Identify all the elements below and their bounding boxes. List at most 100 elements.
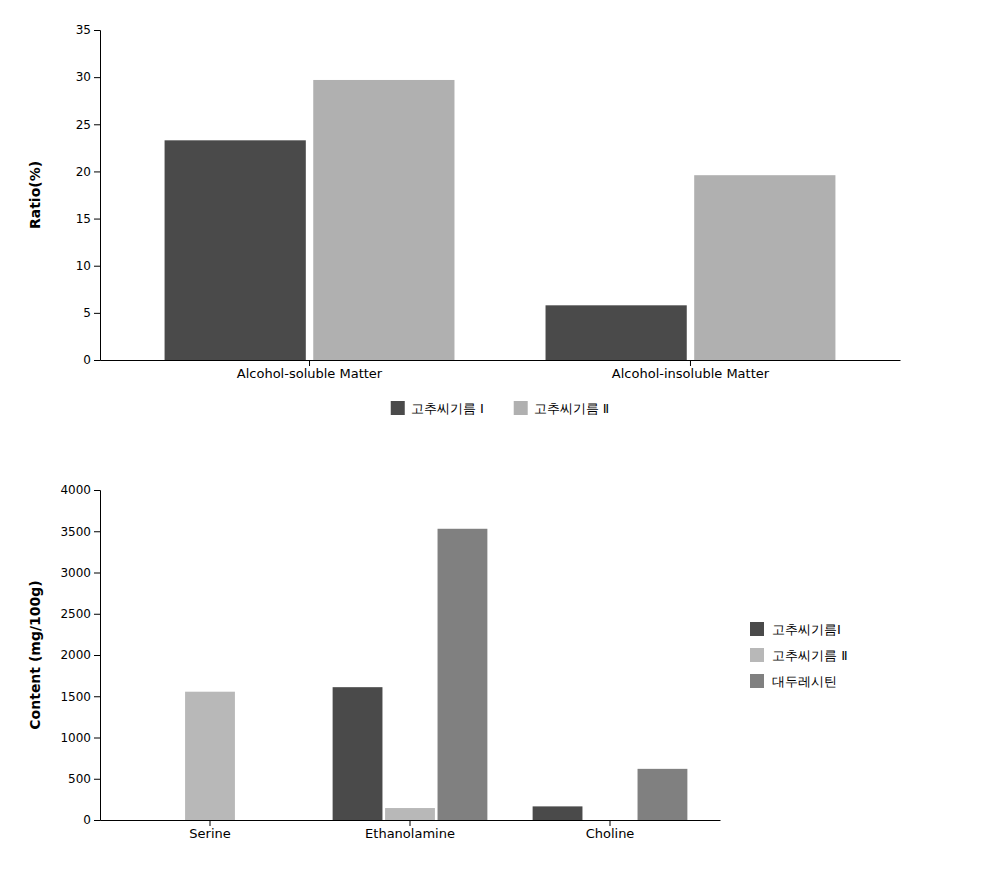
- legend-item: 대두레시틴: [750, 674, 837, 689]
- tick-label: Ethanolamine: [365, 826, 455, 841]
- tick-mark: [94, 779, 100, 780]
- y-tick: 5: [83, 306, 100, 320]
- axis-domain: [94, 31, 101, 361]
- y-tick: 0: [83, 353, 100, 367]
- axis-domain: [101, 360, 901, 361]
- tick-label: 0: [83, 353, 91, 367]
- x-tick: Ethanolamine: [365, 820, 455, 841]
- bar: [333, 687, 383, 820]
- bars: [165, 80, 836, 360]
- y-axis: 0 5 10 15 20 25 30 35: [76, 23, 101, 367]
- tick-mark: [94, 171, 100, 172]
- chart: 0 500 1000 1500 2000 2500 3000 3500 4000 Serine Et…: [27, 483, 848, 841]
- x-axis: Alcohol-soluble Matter Alcohol-insoluble …: [101, 360, 901, 381]
- bar: [546, 305, 687, 360]
- tick-mark: [94, 738, 100, 739]
- tick-label: 1500: [60, 690, 91, 704]
- bar: [438, 529, 488, 820]
- y-tick: 2000: [60, 648, 100, 662]
- tick-mark: [94, 266, 100, 267]
- y-tick: 500: [68, 772, 100, 786]
- tick-label: 35: [76, 23, 91, 37]
- tick-mark: [210, 820, 211, 826]
- legend-item: 고추씨기름 Ⅰ: [391, 401, 484, 416]
- tick-label: Alcohol-soluble Matter: [237, 366, 383, 381]
- tick-label: 0: [83, 813, 91, 827]
- tick-mark: [94, 820, 100, 821]
- tick-mark: [94, 30, 100, 31]
- bar: [165, 140, 306, 360]
- bar-series: [438, 529, 688, 820]
- tick-label: 25: [76, 118, 91, 132]
- legend-label: 고추씨기름 Ⅰ: [411, 401, 484, 416]
- legend-swatch: [750, 674, 764, 688]
- x-axis: Serine Ethanolamine Choline: [101, 820, 721, 841]
- tick-label: 20: [76, 165, 91, 179]
- y-tick: 30: [76, 70, 100, 84]
- tick-label: 30: [76, 70, 91, 84]
- bar: [185, 692, 235, 820]
- chart: 05101520253035Alcohol-soluble MatterAlco…: [27, 23, 901, 415]
- tick-label: 1000: [60, 731, 91, 745]
- x-tick: Serine: [189, 820, 230, 841]
- tick-mark: [309, 360, 310, 366]
- tick-mark: [94, 531, 100, 532]
- tick-label: 3500: [60, 525, 91, 539]
- y-tick: 3500: [60, 525, 100, 539]
- y-tick: 20: [76, 165, 100, 179]
- y-tick: 4000: [60, 483, 100, 497]
- tick-label: Alcohol-insoluble Matter: [612, 366, 770, 381]
- y-tick: 2500: [60, 607, 100, 621]
- tick-mark: [94, 360, 100, 361]
- legend-swatch: [514, 401, 528, 415]
- chart-canvas: 05101520253035Alcohol-soluble MatterAlco…: [0, 0, 994, 873]
- tick-mark: [94, 614, 100, 615]
- y-axis-title: Content (mg/100g): [27, 580, 43, 729]
- legend-item: 고추씨기름 Ⅱ: [750, 648, 848, 663]
- tick-mark: [94, 655, 100, 656]
- legend-swatch: [750, 622, 764, 636]
- tick-mark: [690, 360, 691, 366]
- tick-mark: [94, 313, 100, 314]
- y-tick: 25: [76, 118, 100, 132]
- tick-label: 500: [68, 772, 91, 786]
- tick-mark: [410, 820, 411, 826]
- y-tick: 10: [76, 259, 100, 273]
- x-tick: Choline: [586, 820, 635, 841]
- tick-label: 5: [83, 306, 91, 320]
- y-tick: 1000: [60, 731, 100, 745]
- tick-label: 10: [76, 259, 91, 273]
- x-tick: Alcohol-insoluble Matter: [612, 360, 770, 381]
- bar: [533, 806, 583, 820]
- bars: [185, 529, 687, 820]
- tick-label: 15: [76, 212, 91, 226]
- bar: [238, 820, 288, 821]
- y-tick: 35: [76, 23, 100, 37]
- tick-label: 3000: [60, 566, 91, 580]
- tick-mark: [94, 77, 100, 78]
- legend-swatch: [391, 401, 405, 415]
- legend: 고추씨기름Ⅰ 고추씨기름 Ⅱ 대두레시틴: [750, 622, 848, 689]
- bar-series: [313, 80, 835, 360]
- legend-label: 대두레시틴: [772, 674, 837, 689]
- legend-item: 고추씨기름Ⅰ: [750, 622, 841, 637]
- legend-label: 고추씨기름 Ⅱ: [772, 648, 848, 663]
- tick-mark: [94, 696, 100, 697]
- legend-label: 고추씨기름 Ⅱ: [534, 401, 610, 416]
- bar: [385, 808, 435, 820]
- tick-label: Serine: [189, 826, 230, 841]
- x-tick: Alcohol-soluble Matter: [237, 360, 383, 381]
- y-tick: 15: [76, 212, 100, 226]
- bar: [133, 820, 183, 821]
- y-tick: 1500: [60, 690, 100, 704]
- axis-domain: [94, 491, 101, 821]
- tick-label: Choline: [586, 826, 635, 841]
- y-tick: 0: [83, 813, 100, 827]
- tick-mark: [94, 124, 100, 125]
- tick-mark: [610, 820, 611, 826]
- tick-label: 2000: [60, 648, 91, 662]
- tick-label: 4000: [60, 483, 91, 497]
- bar: [638, 769, 688, 820]
- legend-label: 고추씨기름Ⅰ: [772, 622, 841, 637]
- bar-series: [185, 692, 435, 820]
